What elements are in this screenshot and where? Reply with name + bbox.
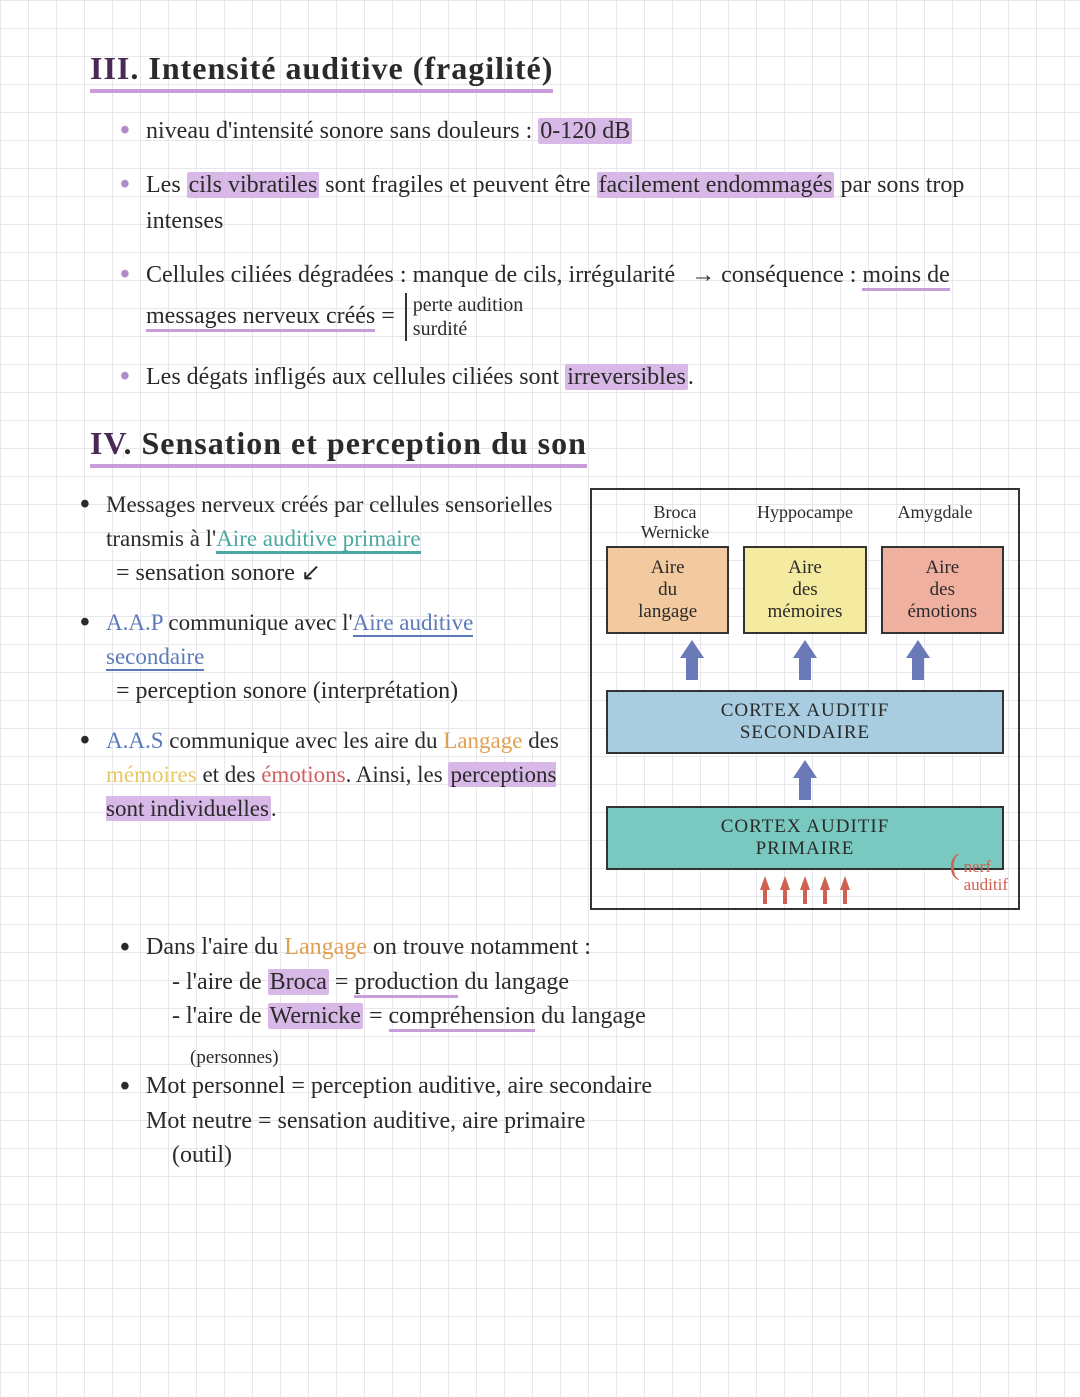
text: → conséquence : xyxy=(691,262,862,288)
text: niveau d'intensité sonore sans douleurs … xyxy=(146,118,538,144)
text: SECONDAIRE xyxy=(740,722,870,743)
arrow-up-icon xyxy=(780,876,790,890)
text: = xyxy=(375,303,401,329)
text: Mot personnel = perception auditive, air… xyxy=(146,1073,652,1099)
brain-diagram: Broca Wernicke Hyppocampe Amygdale Aire … xyxy=(590,488,1020,910)
text: et des xyxy=(197,762,262,787)
arrow-up-icon xyxy=(793,760,817,778)
section4-heading: . Sensation et perception du son xyxy=(123,425,586,461)
text: CORTEX AUDITIF xyxy=(721,816,890,837)
nerve-arrows: nerf auditif xyxy=(606,876,1004,890)
arrows-to-boxes xyxy=(606,640,1004,658)
note-personnes: (personnes) xyxy=(190,1047,1020,1069)
highlight-broca: Broca xyxy=(268,969,329,995)
arrow-up-icon xyxy=(760,876,770,890)
section4-roman: IV xyxy=(90,425,123,461)
bullet-irreversible: Les dégats infligés aux cellules ciliées… xyxy=(120,359,1020,395)
text: Mot neutre = sensation auditive, aire pr… xyxy=(146,1104,1020,1138)
text: surdité xyxy=(413,318,467,340)
box-langage: Aire du langage xyxy=(606,546,729,634)
text: du langage xyxy=(458,969,569,995)
text: - l'aire de xyxy=(172,969,268,995)
section4-title: IV. Sensation et perception du son xyxy=(90,425,587,468)
bullet-aas-aires: A.A.S communique avec les aire du Langag… xyxy=(80,724,570,826)
orange-langage: Langage xyxy=(443,728,522,753)
underline-comprehension: compréhension xyxy=(389,1003,536,1032)
yellow-memoires: mémoires xyxy=(106,762,197,787)
text: communique avec les aire du xyxy=(164,728,444,753)
text: = xyxy=(329,969,355,995)
arrow-up-icon xyxy=(800,876,810,890)
arrow-up-icon xyxy=(680,640,704,658)
box-emotions: Aire des émotions xyxy=(881,546,1004,634)
text: perte audition xyxy=(413,294,524,316)
blue-aap: A.A.P xyxy=(106,610,163,635)
section3-bullets: niveau d'intensité sonore sans douleurs … xyxy=(120,113,1020,395)
text: auditif xyxy=(964,875,1008,894)
box-memoires: Aire des mémoires xyxy=(743,546,866,634)
arrow-secondary-primary xyxy=(606,760,1004,778)
section4-row: Messages nerveux créés par cellules sens… xyxy=(80,488,1020,910)
text: Cellules ciliées dégradées : manque de c… xyxy=(146,262,675,288)
highlight-endommages: facilement endommagés xyxy=(597,172,835,198)
label-nerf-auditif: nerf auditif xyxy=(964,858,1008,894)
highlight-cils: cils vibratiles xyxy=(187,172,320,198)
bullet-aap-aas: A.A.P communique avec l'Aire auditive se… xyxy=(80,606,570,708)
box-cortex-primaire: CORTEX AUDITIF PRIMAIRE xyxy=(606,806,1004,870)
text: CORTEX AUDITIF xyxy=(721,700,890,721)
orange-langage: Langage xyxy=(284,934,367,960)
highlight-wernicke: Wernicke xyxy=(268,1003,363,1029)
text: = perception sonore (interprétation) xyxy=(116,674,570,708)
text: Les xyxy=(146,172,187,198)
note-outil: (outil) xyxy=(172,1138,1020,1172)
text: on trouve notamment : xyxy=(367,934,591,960)
text: = sensation sonore ↙ xyxy=(116,556,570,590)
label-hyppocampe: Hyppocampe xyxy=(740,502,870,542)
section3-title: III. Intensité auditive (fragilité) xyxy=(90,50,553,93)
text: = xyxy=(363,1003,389,1029)
text: . xyxy=(688,364,694,390)
highlight-irreversible: irreversibles xyxy=(565,364,688,390)
label-broca-wernicke: Broca Wernicke xyxy=(610,502,740,542)
text: . Ainsi, les xyxy=(346,762,449,787)
blue-aas: A.A.S xyxy=(106,728,164,753)
text: Les dégats infligés aux cellules ciliées… xyxy=(146,364,565,390)
text: communique avec l' xyxy=(163,610,353,635)
text: PRIMAIRE xyxy=(756,838,855,859)
arrow-up-icon xyxy=(840,876,850,890)
bullet-aire-langage: Dans l'aire du Langage on trouve notamme… xyxy=(120,930,1020,1033)
note-perte-surdite: perte auditionsurdité xyxy=(405,293,524,341)
underline-production: production xyxy=(354,969,458,998)
bullet-cils-fragiles: Les cils vibratiles sont fragiles et peu… xyxy=(120,167,1020,239)
section3-roman: III xyxy=(90,50,130,86)
teal-aire-primaire: Aire auditive primaire xyxy=(216,526,420,554)
text: Dans l'aire du xyxy=(146,934,284,960)
text: sont fragiles et peuvent être xyxy=(319,172,596,198)
arrow-up-icon xyxy=(906,640,930,658)
label-amygdale: Amygdale xyxy=(870,502,1000,542)
red-emotions: émotions xyxy=(261,762,345,787)
diagram-boxes-row: Aire du langage Aire des mémoires Aire d… xyxy=(606,546,1004,634)
arrow-up-icon xyxy=(793,640,817,658)
box-cortex-secondaire: CORTEX AUDITIF SECONDAIRE xyxy=(606,690,1004,754)
text: du langage xyxy=(535,1003,646,1029)
section4-text-column: Messages nerveux créés par cellules sens… xyxy=(80,488,570,842)
text: nerf xyxy=(964,857,991,876)
section3-heading: . Intensité auditive (fragilité) xyxy=(130,50,553,86)
diagram-top-labels: Broca Wernicke Hyppocampe Amygdale xyxy=(606,502,1004,542)
text: . xyxy=(271,796,277,821)
text: - l'aire de xyxy=(172,1003,268,1029)
highlight-db-range: 0-120 dB xyxy=(538,118,632,144)
text: des xyxy=(522,728,558,753)
bullet-intensity-level: niveau d'intensité sonore sans douleurs … xyxy=(120,113,1020,149)
bullet-cellules-degradees: Cellules ciliées dégradées : manque de c… xyxy=(120,257,1020,341)
arrow-up-icon xyxy=(820,876,830,890)
bullet-aap-sensation: Messages nerveux créés par cellules sens… xyxy=(80,488,570,590)
lower-bullets: Dans l'aire du Langage on trouve notamme… xyxy=(120,930,1020,1172)
bullet-mot-personnel: Mot personnel = perception auditive, air… xyxy=(120,1069,1020,1172)
